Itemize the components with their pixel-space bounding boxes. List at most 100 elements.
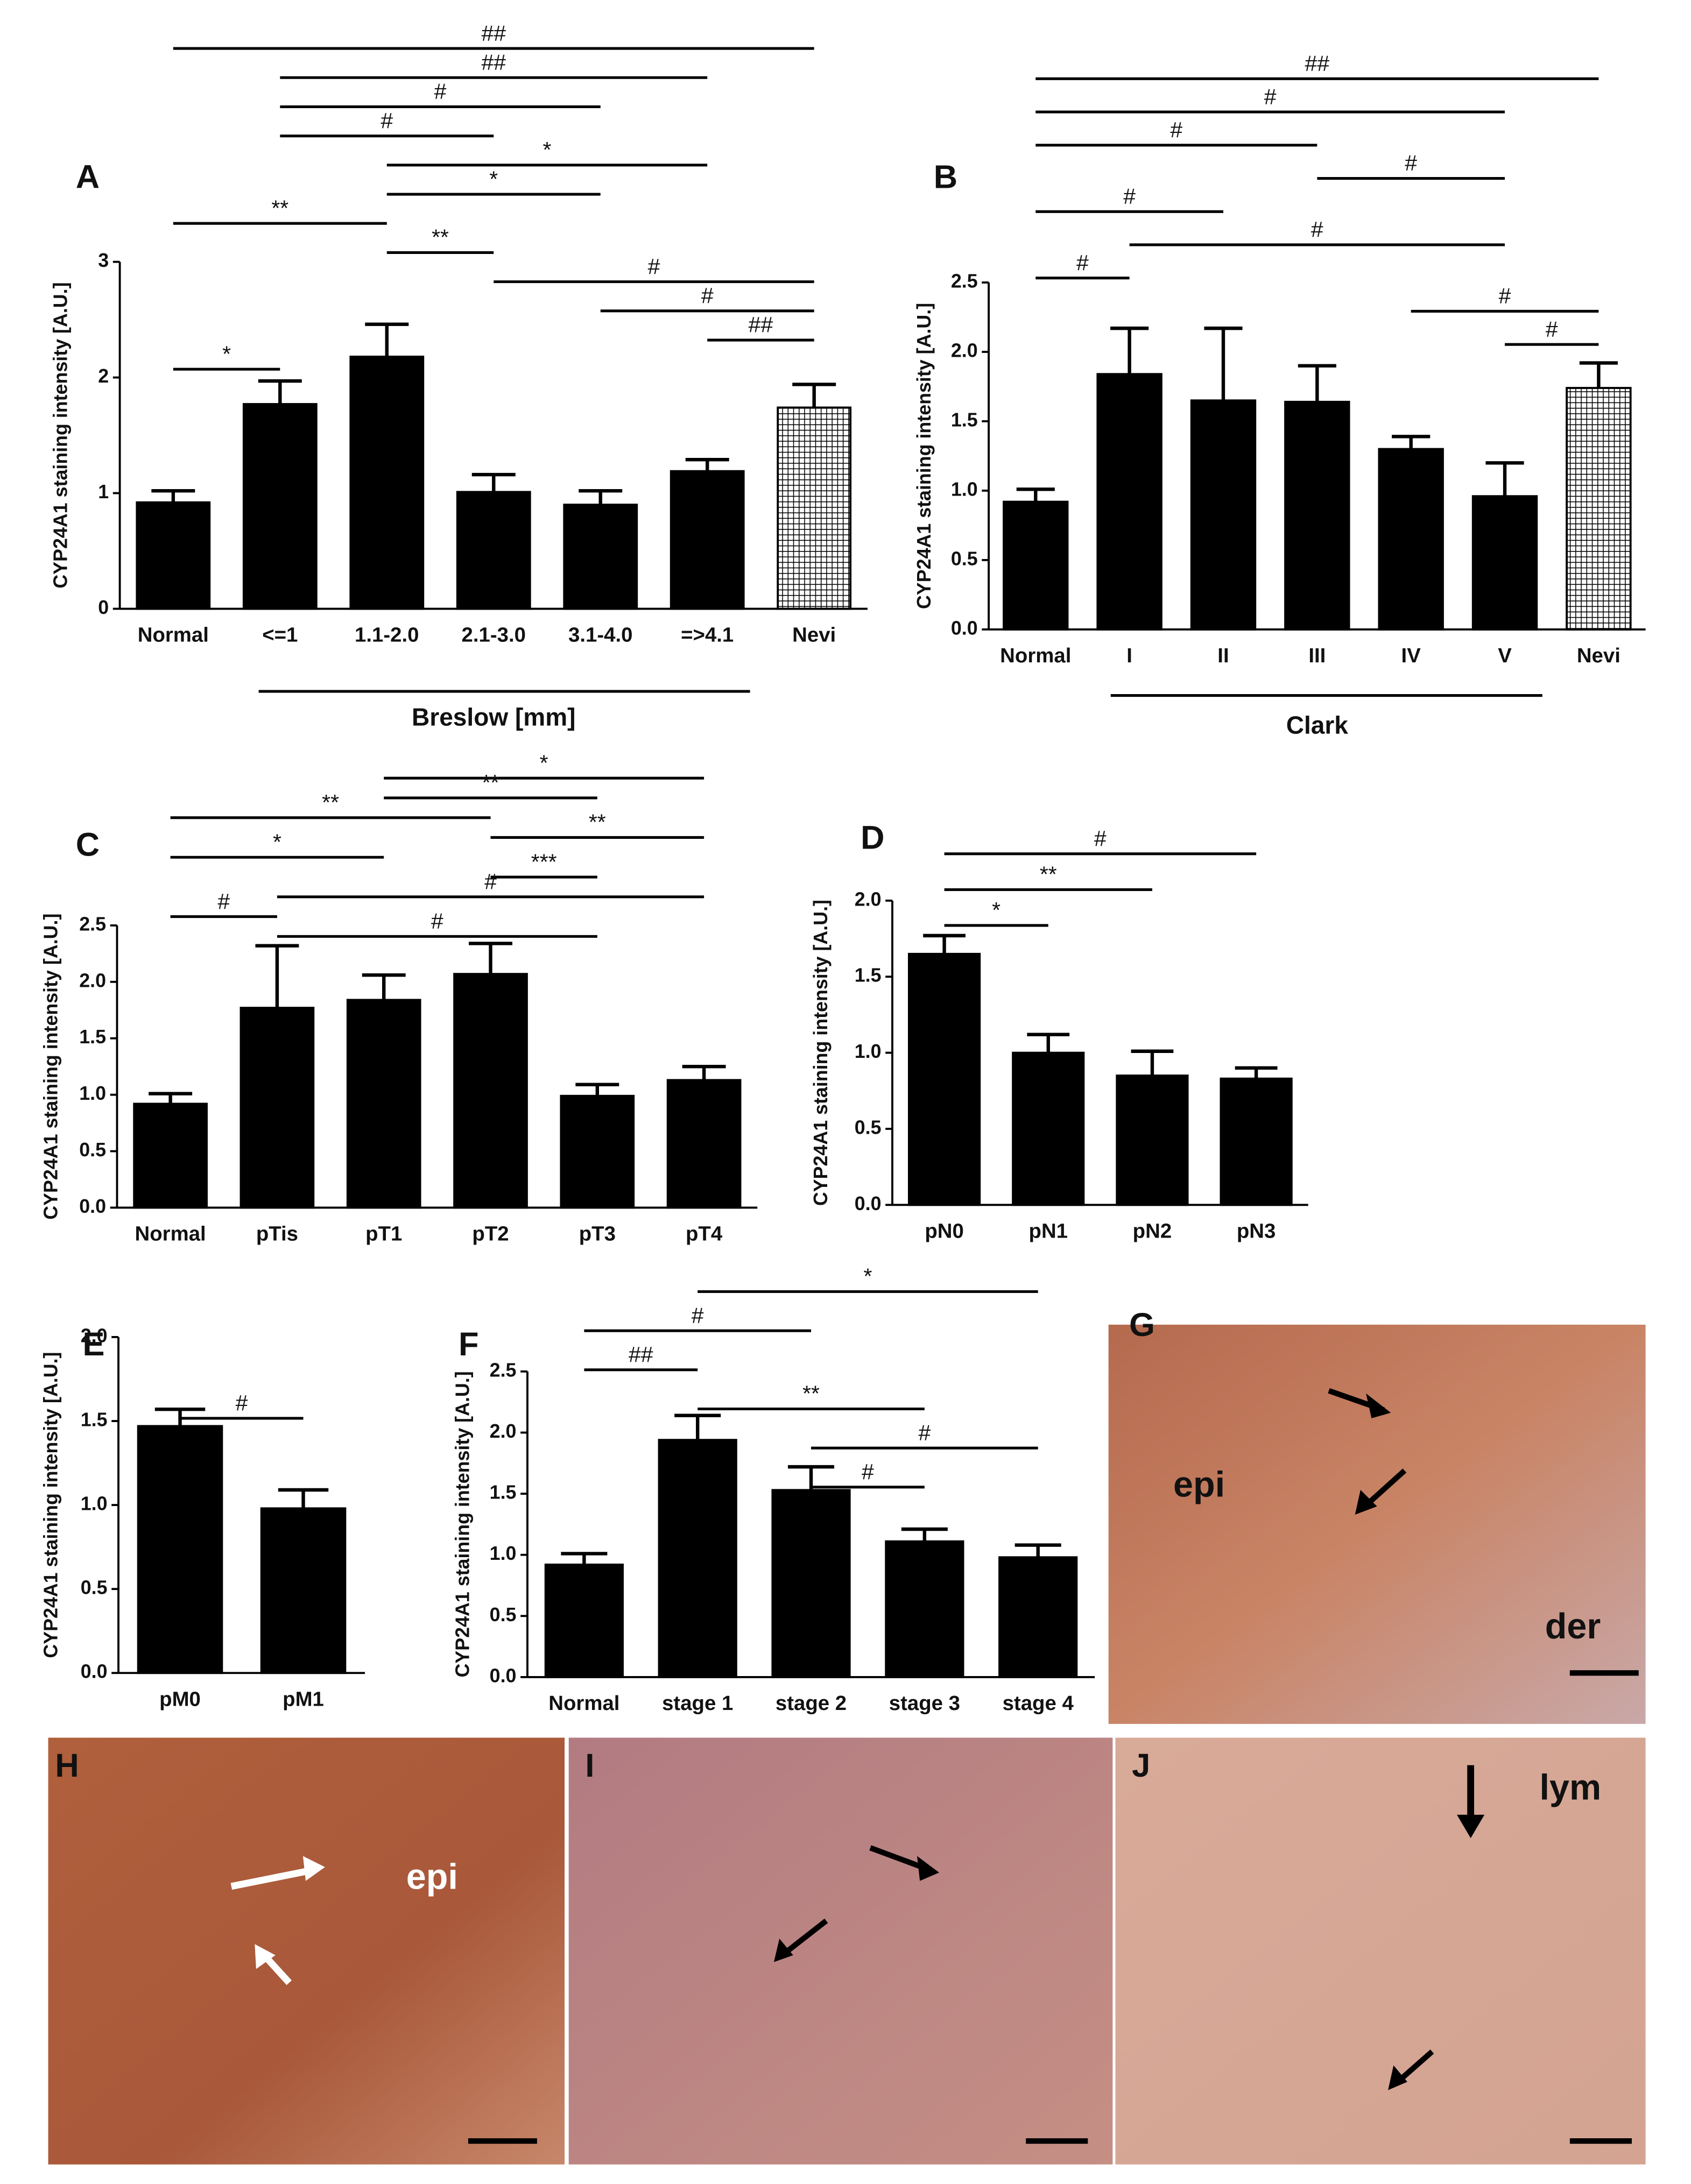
y-tick-label: 1.0 [81, 1493, 108, 1515]
bar [1003, 500, 1069, 631]
y-tick-label: 1.0 [490, 1543, 517, 1564]
bar [998, 1556, 1078, 1678]
y-axis-label: CYP24A1 staining intensity [A.U.] [40, 1352, 62, 1658]
significance-label: * [543, 137, 552, 162]
image-annotation: epi [1173, 1465, 1225, 1504]
significance-label: * [489, 166, 498, 191]
x-tick-label: pM0 [159, 1688, 201, 1711]
significance-label: # [1311, 217, 1323, 242]
y-tick-label: 2.0 [490, 1420, 517, 1442]
x-tick-label: pT1 [365, 1222, 402, 1246]
y-tick-label: 0.5 [79, 1139, 106, 1161]
image-label: H [55, 1747, 79, 1784]
y-tick-label: 3 [98, 250, 109, 271]
y-tick-label: 0.5 [490, 1604, 517, 1625]
bar [777, 406, 852, 610]
y-tick-label: 1.5 [79, 1026, 106, 1048]
bar [260, 1507, 347, 1674]
significance-label: ## [749, 312, 773, 337]
significance-label: ** [802, 1381, 820, 1406]
bar [456, 491, 531, 610]
micrograph-j: J lym [1115, 1737, 1646, 2165]
x-tick-label: pTis [256, 1222, 298, 1246]
significance-label: ## [1305, 51, 1330, 76]
significance-label: # [918, 1420, 931, 1445]
significance-label: * [863, 1264, 872, 1289]
x-tick-label: pN3 [1237, 1220, 1276, 1243]
significance-label: ** [432, 225, 449, 250]
significance-label: ** [589, 810, 606, 835]
significance-label: ** [482, 770, 499, 795]
x-tick-label: Normal [1000, 644, 1071, 667]
significance-label: * [273, 829, 281, 854]
bar [453, 973, 528, 1209]
y-tick-label: 0.5 [81, 1577, 108, 1599]
y-tick-label: 0.5 [855, 1116, 882, 1138]
y-tick-label: 1.0 [855, 1041, 882, 1062]
panel-label: B [934, 158, 957, 195]
x-tick-label: 1.1-2.0 [355, 624, 419, 647]
significance-label: * [540, 750, 548, 775]
y-tick-label: 0.0 [490, 1665, 517, 1686]
significance-label: # [1264, 84, 1277, 109]
significance-label: ** [322, 790, 339, 815]
bar [349, 355, 425, 610]
y-axis-label: CYP24A1 staining intensity [A.U.] [913, 303, 935, 609]
x-tick-label: pN0 [925, 1220, 963, 1243]
bar [239, 1007, 315, 1209]
bar [1096, 373, 1162, 631]
bar [346, 999, 421, 1209]
significance-label: ## [629, 1342, 653, 1367]
x-tick-label: Normal [138, 624, 209, 647]
significance-label: * [222, 341, 231, 366]
y-tick-label: 0.0 [81, 1661, 108, 1683]
y-tick-label: 2.0 [855, 888, 882, 910]
y-tick-label: 1.5 [81, 1409, 108, 1430]
x-axis-label: Breslow [mm] [412, 703, 575, 731]
bar [1284, 400, 1350, 631]
bar [544, 1563, 624, 1678]
y-tick-label: 1 [98, 481, 109, 503]
y-tick-label: 2.5 [951, 270, 978, 292]
significance-label: ** [271, 195, 288, 220]
x-tick-label: IV [1401, 644, 1421, 667]
bar [885, 1540, 964, 1678]
significance-label: *** [531, 849, 557, 874]
x-tick-label: I [1126, 644, 1132, 667]
x-tick-label: pM1 [283, 1688, 324, 1711]
significance-label: # [1094, 826, 1107, 851]
x-tick-label: Nevi [1577, 644, 1620, 667]
y-tick-label: 0.5 [951, 548, 978, 569]
y-axis-label: CYP24A1 staining intensity [A.U.] [810, 900, 832, 1206]
significance-label: ## [482, 50, 506, 74]
y-tick-label: 2.0 [79, 970, 106, 991]
significance-label: # [1123, 183, 1136, 208]
x-tick-label: III [1308, 644, 1326, 667]
x-tick-label: V [1498, 644, 1512, 667]
bar [1190, 399, 1257, 631]
x-tick-label: pT2 [472, 1222, 509, 1246]
significance-label: # [217, 889, 230, 914]
significance-label: # [692, 1303, 704, 1327]
x-tick-label: stage 1 [662, 1692, 733, 1715]
significance-label: # [862, 1459, 874, 1484]
x-tick-label: pN1 [1029, 1220, 1068, 1243]
bar [563, 504, 638, 610]
micrograph-g: G epi der [1108, 1306, 1646, 1724]
panel-label: D [861, 819, 884, 856]
bar [136, 501, 211, 610]
x-tick-label: Nevi [792, 624, 836, 647]
y-tick-label: 1.0 [79, 1083, 106, 1104]
x-tick-label: =>4.1 [681, 624, 734, 647]
y-tick-label: 2.5 [490, 1359, 517, 1381]
x-tick-label: stage 4 [1003, 1692, 1074, 1715]
y-tick-label: 2.0 [81, 1325, 108, 1346]
x-tick-label: 2.1-3.0 [462, 624, 526, 647]
panel-label: A [76, 158, 100, 195]
bar [1116, 1075, 1189, 1206]
x-tick-label: pN2 [1133, 1220, 1172, 1243]
x-tick-label: <=1 [262, 624, 298, 647]
x-tick-label: 3.1-4.0 [568, 624, 632, 647]
image-annotation: lym [1540, 1768, 1602, 1807]
